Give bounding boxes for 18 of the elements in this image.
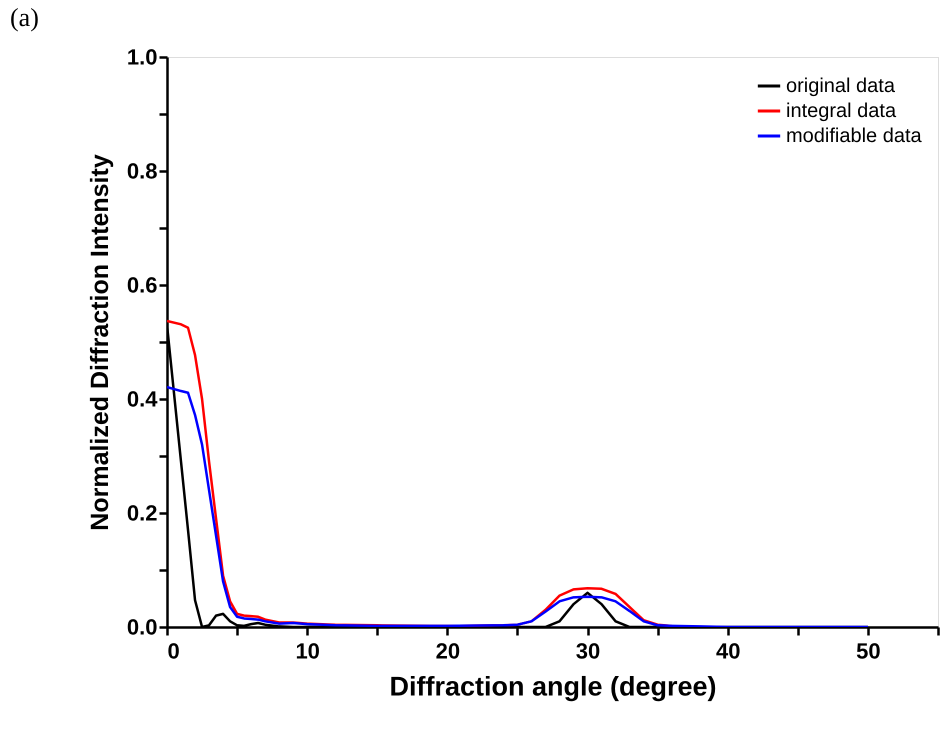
- x-tick-label: 50: [856, 638, 881, 664]
- x-tick-label: 0: [168, 638, 180, 664]
- legend-label: modifiable data: [786, 125, 923, 147]
- legend-label: original data: [786, 75, 896, 97]
- x-tick-label: 10: [295, 638, 320, 664]
- y-tick-label: 0.4: [126, 386, 158, 412]
- y-tick-label: 0.2: [126, 500, 158, 526]
- y-tick-label: 0.0: [126, 614, 158, 640]
- legend-label: integral data: [786, 100, 897, 122]
- x-tick-label: 20: [436, 638, 460, 664]
- y-tick-label: 1.0: [126, 44, 158, 70]
- x-axis-title: Diffraction angle (degree): [389, 672, 717, 702]
- y-tick-label: 0.8: [126, 158, 158, 184]
- text: (a): [10, 3, 39, 32]
- y-axis-title: Normalized Diffraction Intensity: [86, 154, 114, 531]
- x-tick-label: 30: [576, 638, 600, 664]
- y-tick-label: 0.6: [126, 272, 158, 298]
- x-tick-label: 40: [716, 638, 740, 664]
